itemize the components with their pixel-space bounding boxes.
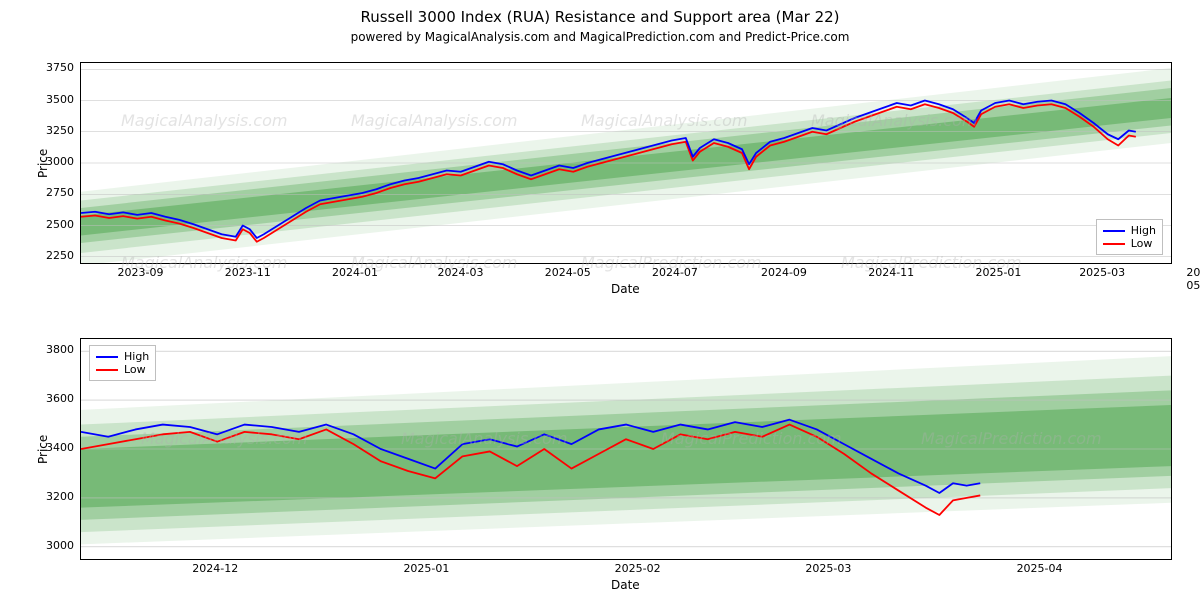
legend-label-high: High [1131, 224, 1156, 237]
legend-top: High Low [1096, 219, 1163, 255]
legend-label-low-b: Low [124, 363, 146, 376]
ytick-label: 3000 [46, 155, 74, 168]
legend-item-high-b: High [96, 350, 149, 363]
ytick-label: 3200 [46, 490, 74, 503]
xtick-label: 2025-01 [403, 562, 449, 575]
ytick-label: 3400 [46, 441, 74, 454]
ytick-label: 2500 [46, 218, 74, 231]
xtick-label: 2025-01 [975, 266, 1021, 279]
ytick-label: 3250 [46, 124, 74, 137]
ytick-label: 3750 [46, 61, 74, 74]
top-panel-svg [81, 63, 1171, 263]
legend-label-high-b: High [124, 350, 149, 363]
xtick-label: 2025-05 [1186, 266, 1200, 292]
xtick-label: 2024-03 [438, 266, 484, 279]
legend-bottom: High Low [89, 345, 156, 381]
xtick-label: 2024-07 [652, 266, 698, 279]
xtick-label: 2024-01 [332, 266, 378, 279]
xtick-label: 2024-11 [868, 266, 914, 279]
top-panel: MagicalAnalysis.com MagicalAnalysis.com … [80, 62, 1172, 264]
chart-title: Russell 3000 Index (RUA) Resistance and … [0, 8, 1200, 26]
ytick-label: 2250 [46, 249, 74, 262]
xtick-label: 2023-11 [225, 266, 271, 279]
legend-swatch-low-b [96, 369, 118, 371]
xtick-label: 2024-12 [192, 562, 238, 575]
legend-item-high: High [1103, 224, 1156, 237]
xlabel-bottom: Date [611, 578, 640, 592]
ytick-label: 3500 [46, 93, 74, 106]
bottom-panel: MagicalAnalysis.com MagicalAnalysis.com … [80, 338, 1172, 560]
ytick-label: 3000 [46, 539, 74, 552]
xtick-label: 2024-09 [761, 266, 807, 279]
legend-label-low: Low [1131, 237, 1153, 250]
legend-swatch-high-b [96, 356, 118, 358]
bottom-panel-svg [81, 339, 1171, 559]
chart-subtitle: powered by MagicalAnalysis.com and Magic… [0, 30, 1200, 44]
xtick-label: 2025-02 [615, 562, 661, 575]
ytick-label: 3800 [46, 343, 74, 356]
xtick-label: 2024-05 [545, 266, 591, 279]
legend-item-low-b: Low [96, 363, 149, 376]
xtick-label: 2023-09 [118, 266, 164, 279]
figure: Russell 3000 Index (RUA) Resistance and … [0, 0, 1200, 600]
legend-swatch-high [1103, 230, 1125, 232]
ytick-label: 3600 [46, 392, 74, 405]
xtick-label: 2025-03 [1079, 266, 1125, 279]
ytick-label: 2750 [46, 186, 74, 199]
xtick-label: 2025-04 [1017, 562, 1063, 575]
xtick-label: 2025-03 [805, 562, 851, 575]
xlabel-top: Date [611, 282, 640, 296]
legend-item-low: Low [1103, 237, 1156, 250]
legend-swatch-low [1103, 243, 1125, 245]
